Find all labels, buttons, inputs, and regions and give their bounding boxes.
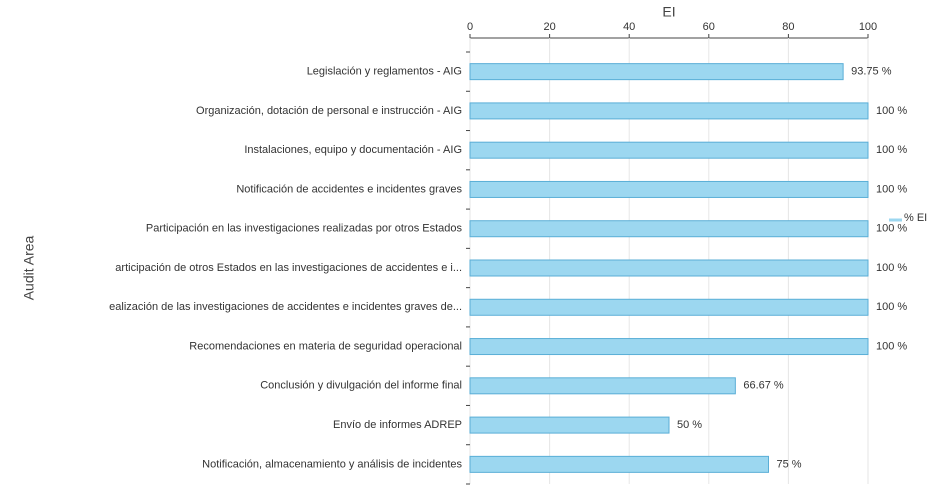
x-tick-label: 80 bbox=[782, 21, 794, 33]
y-tick-label: Recomendaciones en materia de seguridad … bbox=[189, 340, 462, 352]
y-tick-label: Participación en las investigaciones rea… bbox=[146, 223, 463, 235]
bar bbox=[469, 102, 869, 120]
y-tick-label: Conclusión y divulgación del informe fin… bbox=[260, 380, 462, 392]
y-tick-label: ealización de las investigaciones de acc… bbox=[109, 301, 462, 313]
x-tick-label: 0 bbox=[467, 21, 473, 33]
value-label: 75 % bbox=[777, 458, 802, 470]
y-axis-title: Audit Area bbox=[21, 235, 37, 300]
bar bbox=[469, 455, 769, 473]
bar bbox=[469, 141, 869, 159]
value-label: 100 % bbox=[876, 301, 907, 313]
x-axis-title: EI bbox=[662, 4, 675, 20]
bar bbox=[469, 63, 844, 81]
bar bbox=[469, 220, 869, 238]
value-label: 50 % bbox=[677, 419, 702, 431]
y-tick-label: Notificación de accidentes e incidentes … bbox=[236, 183, 462, 195]
value-label: 100 % bbox=[876, 144, 907, 156]
x-tick-label: 60 bbox=[703, 21, 715, 33]
bar bbox=[469, 180, 869, 198]
y-tick-label: articipación de otros Estados en las inv… bbox=[115, 262, 462, 274]
x-tick-label: 20 bbox=[543, 21, 555, 33]
y-tick-label: Envío de informes ADREP bbox=[333, 419, 462, 431]
bar bbox=[469, 298, 869, 316]
value-label: 100 % bbox=[876, 340, 907, 352]
value-label: 100 % bbox=[876, 105, 907, 117]
legend-label: % EI bbox=[904, 212, 927, 224]
value-label: 100 % bbox=[876, 262, 907, 274]
value-label: 93.75 % bbox=[851, 66, 892, 78]
bar bbox=[469, 259, 869, 277]
y-tick-label: Legislación y reglamentos - AIG bbox=[307, 66, 462, 78]
bar bbox=[469, 338, 869, 356]
value-label: 100 % bbox=[876, 183, 907, 195]
x-tick-label: 100 bbox=[859, 21, 877, 33]
value-label: 100 % bbox=[876, 223, 907, 235]
x-tick-label: 40 bbox=[623, 21, 635, 33]
value-label: 66.67 % bbox=[743, 380, 784, 392]
y-tick-label: Instalaciones, equipo y documentación - … bbox=[244, 144, 462, 156]
y-tick-label: Notificación, almacenamiento y análisis … bbox=[202, 458, 462, 470]
y-tick-label: Organización, dotación de personal e ins… bbox=[196, 105, 462, 117]
bar bbox=[469, 416, 670, 434]
bar bbox=[469, 377, 736, 395]
